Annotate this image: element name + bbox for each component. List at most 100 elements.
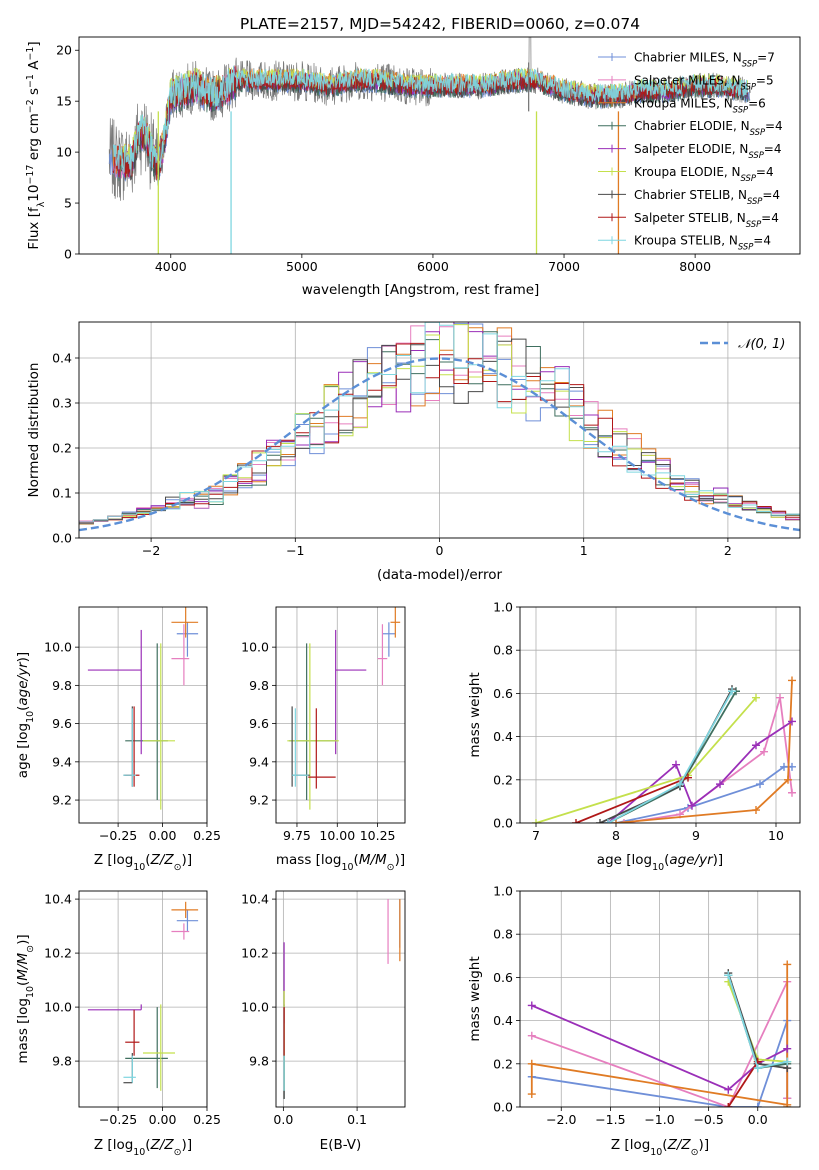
legend-model-name: Kroupa STELIB xyxy=(634,234,721,248)
x-tick-label: 10 xyxy=(768,828,784,843)
weight-marker xyxy=(724,1085,733,1094)
y-tick-label: 9.8 xyxy=(52,678,72,693)
y-tick-label: 0.8 xyxy=(493,643,513,658)
weight-series-line xyxy=(623,697,793,823)
weight-marker xyxy=(784,775,792,784)
y-tick-label: 9.2 xyxy=(52,793,72,808)
weight-marker xyxy=(527,1001,536,1010)
x-tick-label: 10.00 xyxy=(319,828,355,843)
weight-series-line xyxy=(607,720,793,823)
legend-model-name: Kroupa MILES xyxy=(634,96,716,110)
x-tick-label: 6000 xyxy=(417,259,449,274)
weight-series-line xyxy=(615,680,793,823)
legend-label: Chabrier STELIB, NSSP=4 xyxy=(634,188,780,206)
x-axis-label: Z [log10(Z/Z⊙)] xyxy=(611,1137,709,1158)
weight-marker xyxy=(752,806,760,815)
y-axis-label: mass weight xyxy=(467,672,483,757)
weight-marker xyxy=(783,960,792,969)
legend-label: Kroupa ELODIE, NSSP=4 xyxy=(634,165,774,183)
x-axis-label: (data-model)/error xyxy=(377,567,503,583)
y-tick-label: 9.6 xyxy=(52,716,72,731)
legend-model-name: Chabrier MILES xyxy=(634,51,725,65)
x-tick-label: 9 xyxy=(692,828,700,843)
weight-marker xyxy=(783,1103,792,1107)
weight-marker xyxy=(688,801,696,810)
y-tick-label: 0.2 xyxy=(493,1056,513,1071)
axes-frame xyxy=(275,890,406,1108)
y-tick-label: 10.0 xyxy=(44,640,72,655)
spectrum-chart: 4000 5000 6000 7000 8000 0 5 10 15 20 wavelength [… xyxy=(25,36,801,298)
y-tick-label: 20 xyxy=(56,43,72,58)
y-tick-label: 0.6 xyxy=(493,970,513,985)
legend-label: Salpeter MILES, NSSP=5 xyxy=(634,73,774,91)
y-tick-label: 9.8 xyxy=(52,1054,72,1069)
y-axis-label: mass weight xyxy=(467,956,483,1041)
x-tick-label: −1.5 xyxy=(595,1112,625,1127)
weight-vs-age-chart: 7 8 9 10 0.0 0.2 0.4 0.6 0.8 1.0 age [log10(age/yr… xyxy=(467,600,801,873)
weight-series-line xyxy=(727,1061,759,1107)
plot-area xyxy=(276,607,405,823)
weight-marker xyxy=(596,819,604,823)
weight-marker xyxy=(684,773,692,782)
plot-area xyxy=(276,891,405,1107)
legend-label: Salpeter STELIB, NSSP=4 xyxy=(634,211,779,229)
legend-label: 𝒩(0, 1) xyxy=(738,337,785,352)
axes-frame xyxy=(519,606,801,824)
legend-model-name: Salpeter STELIB xyxy=(634,211,729,225)
normal-curve xyxy=(79,357,800,532)
weight-marker xyxy=(620,819,628,823)
weight-marker xyxy=(788,676,796,685)
weight-marker xyxy=(776,693,784,702)
legend-model-name: Chabrier STELIB xyxy=(634,188,730,202)
residual-chart: −2 −1 0 1 2 0.0 0.1 0.2 0.3 0.4 (data-model)/error… xyxy=(26,321,801,583)
weight-marker xyxy=(716,780,724,789)
weight-marker xyxy=(672,760,680,769)
weight-marker xyxy=(788,788,796,797)
weight-marker xyxy=(572,819,580,823)
weight-marker xyxy=(676,780,684,789)
weight-marker xyxy=(760,747,768,756)
x-tick-label: −0.5 xyxy=(693,1112,723,1127)
axes-frame xyxy=(78,890,208,1108)
y-tick-label: 9.4 xyxy=(52,754,72,769)
plot-area xyxy=(520,891,800,1107)
model-fit-line xyxy=(117,70,748,182)
weight-marker xyxy=(752,741,760,750)
weight-marker xyxy=(724,1103,733,1107)
y-tick-label: 0.2 xyxy=(52,441,72,456)
x-tick-label: 9.75 xyxy=(283,828,311,843)
model-fit-line xyxy=(112,65,749,176)
x-axis-label: E(B-V) xyxy=(320,1137,362,1153)
histogram-steps xyxy=(79,322,800,525)
weight-marker xyxy=(604,819,612,823)
x-tick-label: 10.25 xyxy=(360,828,396,843)
y-tick-label: 10.2 xyxy=(44,946,72,961)
weight-marker xyxy=(753,1103,762,1107)
x-tick-label: 8 xyxy=(612,828,620,843)
weight-marker xyxy=(532,819,540,823)
x-tick-label: 7000 xyxy=(548,259,580,274)
legend-model-name: Salpeter MILES xyxy=(634,73,724,87)
y-axis-label: age [log10(age/yr)] xyxy=(15,652,36,778)
spectrum-legend: Chabrier MILES, NSSP=7 Salpeter MILES, NS… xyxy=(598,51,783,252)
legend-model-name: Salpeter ELODIE xyxy=(634,142,732,156)
y-tick-label: 10.0 xyxy=(241,640,269,655)
weight-marker xyxy=(527,1031,536,1040)
x-tick-label: 0.00 xyxy=(149,828,177,843)
x-axis-label: wavelength [Angstrom, rest frame] xyxy=(302,282,540,298)
x-tick-label: 0.00 xyxy=(149,1112,177,1127)
x-tick-label: −1.0 xyxy=(644,1112,674,1127)
weight-marker xyxy=(783,1044,792,1053)
weight-marker xyxy=(753,1064,762,1073)
mass-vs-Z-chart: −0.25 0.00 0.25 9.8 10.0 10.2 10.4 Z [log10(Z/Z… xyxy=(15,890,221,1158)
weight-vs-Z-chart: −2.0 −1.5 −1.0 −0.5 0.0 0.0 0.2 0.4 0.6 0.8 1.0 Z [… xyxy=(467,884,801,1158)
weight-marker xyxy=(527,1059,536,1068)
x-tick-label: 0.25 xyxy=(193,1112,221,1127)
x-tick-label: 4000 xyxy=(155,259,187,274)
x-tick-label: −0.25 xyxy=(99,1112,137,1127)
y-axis-label: Flux [fλ10−17 erg cm−2 s−1 A−1] xyxy=(25,41,47,249)
x-tick-label: −0.25 xyxy=(99,828,137,843)
weight-marker xyxy=(788,717,796,726)
weight-marker xyxy=(783,1057,792,1066)
axes-frame xyxy=(78,606,208,824)
